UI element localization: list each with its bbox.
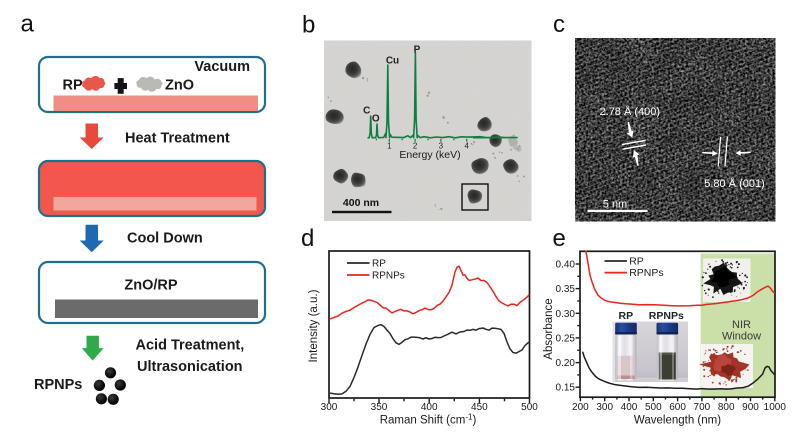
svg-text:600: 600	[669, 402, 686, 413]
svg-text:500: 500	[521, 402, 538, 413]
svg-text:Window: Window	[722, 331, 761, 343]
svg-text:Absorbance: Absorbance	[543, 298, 555, 359]
svg-text:0.15: 0.15	[556, 383, 576, 394]
svg-text:P: P	[414, 45, 421, 56]
svg-text:e: e	[553, 225, 566, 252]
svg-text:Energy (keV): Energy (keV)	[399, 149, 460, 161]
svg-text:b: b	[302, 12, 315, 39]
svg-text:Acid Treatment,: Acid Treatment,	[136, 338, 245, 354]
svg-text:d: d	[301, 225, 314, 252]
svg-text:400: 400	[621, 402, 638, 413]
svg-text:RPNPs: RPNPs	[372, 271, 405, 282]
svg-text:RPNPs: RPNPs	[649, 310, 684, 322]
svg-text:Vacuum: Vacuum	[194, 59, 250, 75]
svg-text:350: 350	[371, 402, 388, 413]
svg-text:Cu: Cu	[386, 56, 399, 67]
svg-text:400 nm: 400 nm	[343, 197, 379, 209]
svg-text:RP: RP	[372, 259, 386, 270]
svg-text:0.30: 0.30	[556, 309, 576, 320]
svg-text:300: 300	[321, 402, 338, 413]
svg-text:RPNPs: RPNPs	[34, 377, 82, 393]
svg-text:700: 700	[694, 402, 711, 413]
svg-text:C: C	[363, 106, 370, 117]
svg-text:2: 2	[413, 142, 418, 151]
svg-text:O: O	[372, 114, 380, 125]
svg-text:900: 900	[742, 402, 759, 413]
svg-text:500: 500	[645, 402, 662, 413]
svg-text:200: 200	[572, 402, 589, 413]
svg-text:1000: 1000	[764, 402, 787, 413]
svg-text:RP: RP	[63, 78, 83, 94]
svg-text:Cool Down: Cool Down	[127, 231, 203, 247]
svg-text:RP: RP	[619, 310, 634, 322]
svg-text:Intensity (a.u.): Intensity (a.u.)	[308, 289, 320, 362]
svg-text:5.80 Å (001): 5.80 Å (001)	[704, 177, 765, 190]
svg-text:2.78 Å (400): 2.78 Å (400)	[600, 105, 661, 118]
svg-text:RPNPs: RPNPs	[629, 267, 663, 279]
svg-text:4: 4	[464, 142, 469, 151]
svg-text:Heat Treatment: Heat Treatment	[125, 131, 230, 147]
svg-text:Wavelength (nm): Wavelength (nm)	[634, 415, 721, 427]
svg-text:300: 300	[596, 402, 613, 413]
svg-text:Raman Shift (cm-1): Raman Shift (cm-1)	[380, 412, 477, 427]
svg-text:450: 450	[471, 402, 488, 413]
svg-text:0.35: 0.35	[556, 284, 576, 295]
svg-text:5 nm: 5 nm	[603, 199, 627, 211]
svg-text:0.40: 0.40	[556, 260, 576, 271]
svg-text:1: 1	[387, 142, 392, 151]
svg-text:3: 3	[439, 142, 444, 151]
svg-text:RP: RP	[629, 256, 644, 268]
svg-text:800: 800	[718, 402, 735, 413]
svg-text:a: a	[21, 11, 35, 38]
svg-text:400: 400	[421, 402, 438, 413]
svg-text:c: c	[553, 11, 565, 38]
svg-text:Ultrasonication: Ultrasonication	[137, 359, 243, 375]
svg-text:ZnO/RP: ZnO/RP	[124, 278, 177, 294]
svg-text:ZnO: ZnO	[165, 78, 194, 94]
svg-text:0.20: 0.20	[556, 358, 576, 369]
svg-text:0.25: 0.25	[556, 333, 576, 344]
svg-text:NIR: NIR	[732, 319, 751, 331]
